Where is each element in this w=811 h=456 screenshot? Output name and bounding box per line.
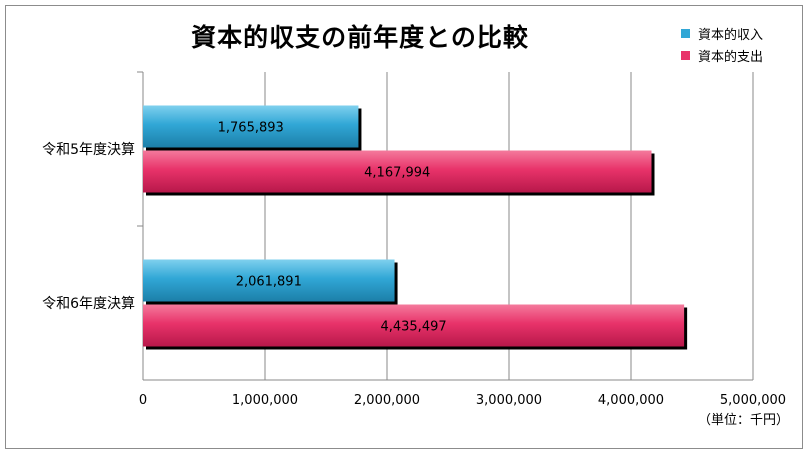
legend-label-expenditure: 資本的支出	[698, 49, 764, 65]
category-label: 令和6年度決算	[42, 296, 135, 312]
data-label: 4,435,497	[380, 320, 446, 335]
x-tick-label: 0	[139, 393, 147, 408]
x-tick-label: 1,000,000	[232, 393, 298, 408]
bar-income	[143, 105, 359, 148]
data-label: 2,061,891	[236, 275, 302, 290]
bar-expenditure	[143, 304, 685, 347]
bar-income	[143, 259, 395, 302]
legend: 資本的収入 資本的支出	[681, 22, 763, 66]
x-tick-label: 3,000,000	[476, 393, 542, 408]
legend-swatch-expenditure	[681, 50, 690, 60]
data-label: 4,167,994	[364, 166, 430, 181]
bar-expenditure	[143, 150, 652, 193]
unit-label: （単位：千円）	[698, 413, 790, 428]
category-label: 令和5年度決算	[42, 142, 135, 158]
chart-title: 資本的収支の前年度との比較	[191, 23, 529, 52]
chart-frame	[5, 5, 803, 449]
legend-item-income: 資本的収入	[681, 22, 763, 44]
data-label: 1,765,893	[218, 121, 284, 136]
x-tick-label: 4,000,000	[598, 393, 664, 408]
legend-item-expenditure: 資本的支出	[681, 44, 763, 66]
x-tick-label: 5,000,000	[720, 393, 786, 408]
x-tick-label: 2,000,000	[354, 393, 420, 408]
legend-label-income: 資本的収入	[698, 27, 764, 43]
legend-swatch-income	[681, 28, 690, 38]
